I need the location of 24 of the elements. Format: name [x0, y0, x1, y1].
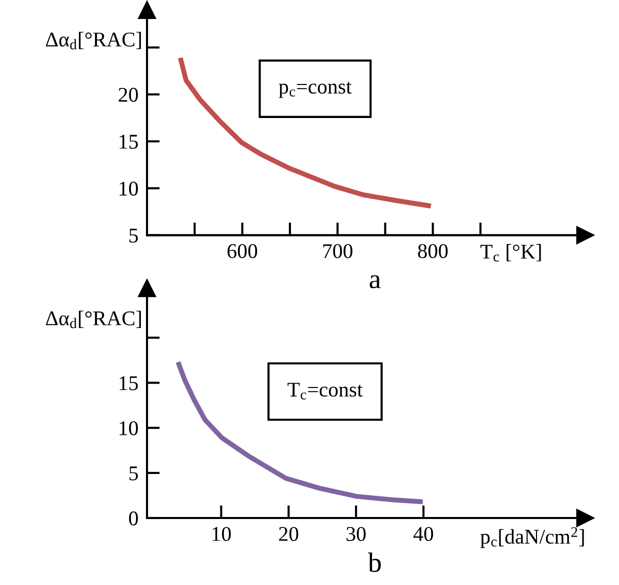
y-axis-title: Δα$_{d}$[°RAC] — [46, 32, 141, 50]
annotation: a — [370, 275, 381, 288]
x-tick-label: 800 — [418, 244, 448, 258]
line-series — [178, 55, 434, 209]
y-tick-label: 20 — [118, 88, 138, 102]
y-tick-label: 5 — [129, 228, 138, 243]
x-tick-label: 20 — [279, 526, 298, 542]
x-tick-label: 10 — [212, 526, 231, 542]
y-tick-label: 0 — [129, 511, 138, 526]
x-axis-title: T$_{c}$ [°K] — [480, 244, 541, 262]
y-tick-label: 15 — [120, 376, 138, 390]
y-tick-label: 10 — [120, 421, 138, 436]
annotation: p$_{c}$=const — [278, 82, 352, 98]
y-tick-label: 10 — [120, 182, 138, 196]
x-tick-label: 40 — [413, 526, 434, 542]
x-axis-title: p$_{c}$[daN/cm$^{2}$] — [480, 527, 584, 548]
x-tick-label: 600 — [228, 244, 258, 258]
x-tick-label: 30 — [346, 526, 366, 542]
y-tick-label: 5 — [129, 466, 138, 480]
y-axis-title: Δα$_{d}$[°RAC] — [46, 310, 141, 328]
y-tick-label: 15 — [120, 134, 138, 149]
text: b — [368, 552, 381, 572]
x-tick-label: 700 — [323, 244, 352, 258]
annotation: T$_{c}$=const — [288, 382, 363, 400]
